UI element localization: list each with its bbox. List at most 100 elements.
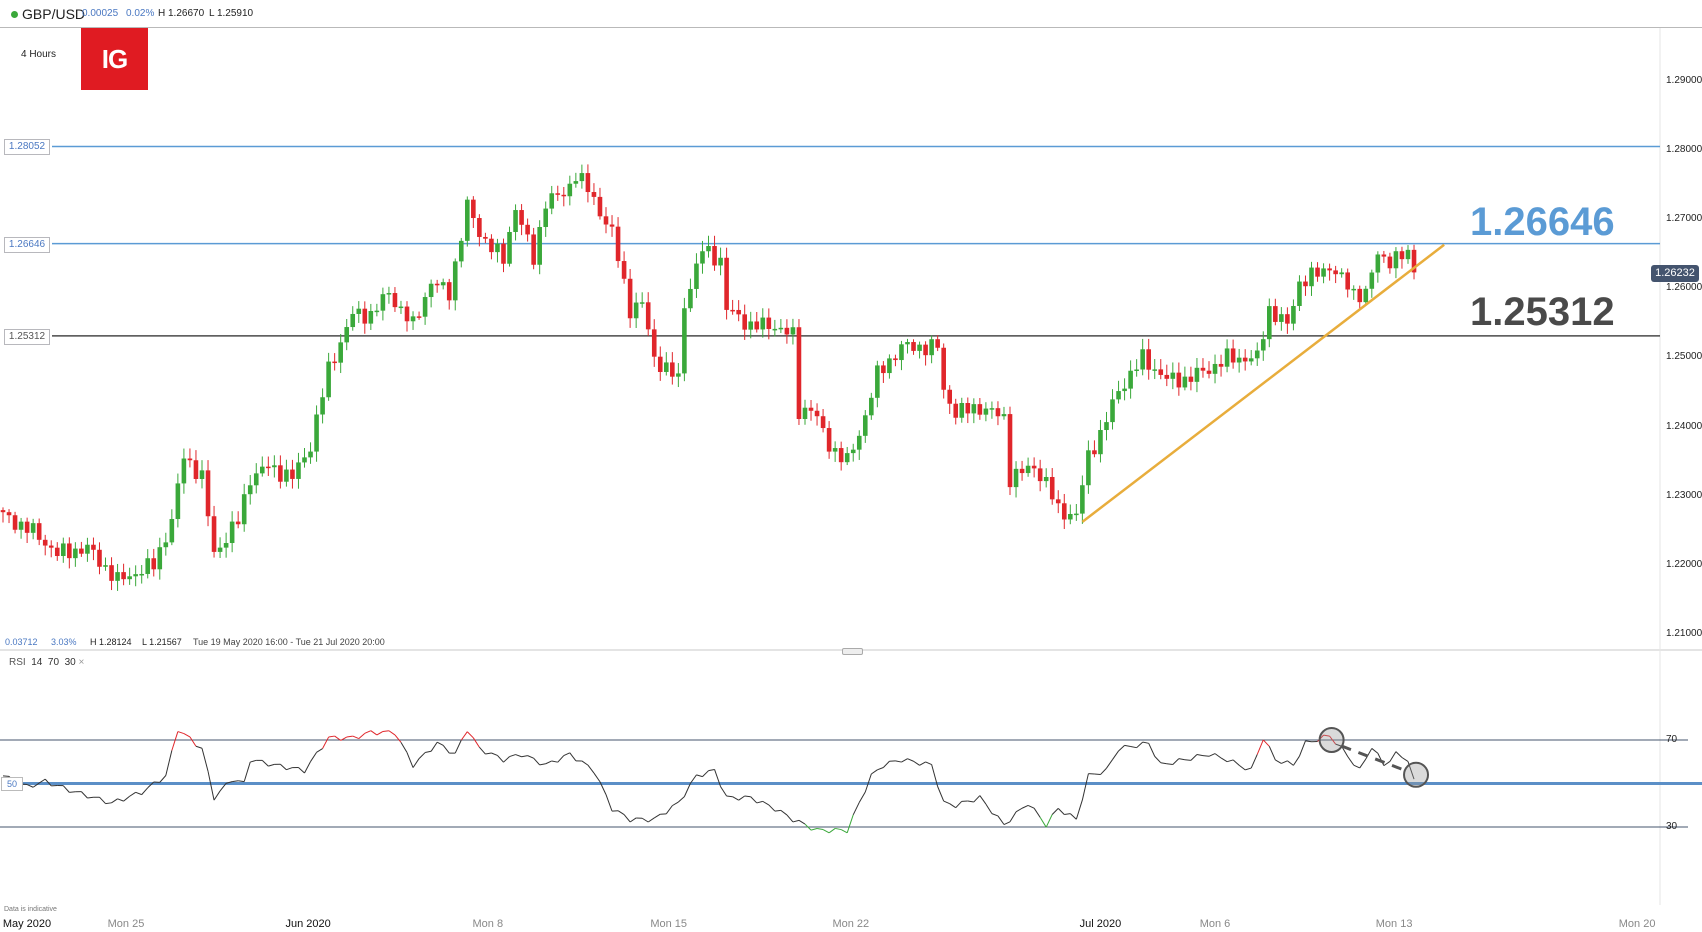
candle-down bbox=[935, 339, 940, 348]
candle-up bbox=[1363, 288, 1369, 303]
rsi-line-segment bbox=[394, 734, 402, 743]
candle-up bbox=[103, 565, 108, 567]
candle-up bbox=[1236, 357, 1242, 363]
rsi-line-segment bbox=[388, 730, 396, 736]
candle-down bbox=[477, 218, 482, 237]
rsi-line-segment bbox=[683, 783, 691, 797]
rsi-line-segment bbox=[563, 752, 571, 757]
candle-down bbox=[501, 243, 506, 264]
candle-down bbox=[585, 173, 591, 193]
symbol-name[interactable]: GBP/USD bbox=[22, 6, 86, 22]
rsi-line-segment bbox=[816, 827, 824, 831]
rsi-line-segment bbox=[1106, 759, 1113, 769]
candle-up bbox=[844, 453, 850, 463]
rsi-name: RSI bbox=[9, 657, 26, 668]
rsi-line-segment bbox=[527, 755, 534, 759]
candle-down bbox=[54, 547, 60, 557]
candle-down bbox=[1357, 288, 1363, 303]
rsi-line-segment bbox=[177, 731, 185, 735]
rsi-line-segment bbox=[1178, 758, 1185, 761]
rsi-line-segment bbox=[587, 764, 595, 774]
candle-up bbox=[676, 373, 681, 377]
candle-down bbox=[1146, 349, 1151, 370]
pane-resize-handle[interactable] bbox=[842, 648, 863, 655]
candle-up bbox=[223, 543, 229, 548]
rsi-line-segment bbox=[913, 760, 920, 766]
rsi-line-segment bbox=[382, 730, 389, 732]
rsi-line-segment bbox=[539, 763, 546, 766]
candle-down bbox=[79, 548, 84, 554]
rsi-line-segment bbox=[593, 772, 601, 783]
session-low: L 1.25910 bbox=[209, 8, 254, 19]
rsi-line-segment bbox=[123, 795, 130, 802]
price-change-pct: 0.02% bbox=[126, 8, 155, 19]
candle-down bbox=[603, 216, 609, 225]
candle-up bbox=[1086, 450, 1091, 486]
candle-up bbox=[850, 449, 856, 454]
rsi-line-segment bbox=[599, 781, 607, 795]
candle-up bbox=[700, 251, 705, 264]
candle-down bbox=[1285, 314, 1290, 324]
rsi-line-segment bbox=[430, 741, 438, 752]
candle-down bbox=[531, 234, 536, 265]
candle-down bbox=[1411, 249, 1417, 273]
rsi-line-segment bbox=[647, 817, 655, 823]
candle-down bbox=[483, 236, 488, 239]
rsi-line-segment bbox=[768, 804, 776, 812]
candle-up bbox=[579, 173, 585, 182]
rsi-line-segment bbox=[1293, 755, 1300, 766]
rsi-line-segment bbox=[298, 767, 305, 774]
rsi-line-segment bbox=[503, 756, 510, 763]
time-tick: Mon 6 bbox=[1199, 918, 1231, 930]
candle-down bbox=[947, 389, 953, 404]
candle-down bbox=[766, 317, 772, 329]
candle-up bbox=[832, 448, 838, 452]
rsi-line-segment bbox=[286, 767, 293, 771]
rsi-line-segment bbox=[232, 780, 239, 783]
rsi-line-segment bbox=[225, 781, 233, 784]
rsi-line-segment bbox=[412, 758, 420, 768]
rsi-line-segment bbox=[1069, 813, 1077, 820]
candle-down bbox=[1206, 370, 1212, 374]
rsi-line-segment bbox=[1347, 756, 1355, 766]
rsi-line-segment bbox=[1148, 743, 1156, 757]
rsi-line-segment bbox=[726, 795, 733, 798]
candle-down bbox=[995, 408, 1001, 417]
rsi-line-segment bbox=[1365, 748, 1373, 760]
candle-up bbox=[344, 327, 350, 343]
rsi-line-segment bbox=[316, 748, 323, 753]
candle-up bbox=[1375, 254, 1381, 273]
candle-up bbox=[181, 458, 187, 484]
rsi-line-segment bbox=[1377, 753, 1385, 766]
rsi-line-segment bbox=[1039, 817, 1047, 828]
rsi-line-segment bbox=[907, 758, 914, 762]
candle-up bbox=[905, 342, 910, 345]
candle-down bbox=[965, 403, 971, 414]
rsi-line-segment bbox=[762, 800, 770, 806]
candle-down bbox=[1188, 376, 1194, 382]
candle-up bbox=[229, 521, 235, 544]
candle-down bbox=[471, 199, 476, 219]
rsi-line-segment bbox=[1081, 773, 1089, 801]
candle-down bbox=[6, 512, 12, 516]
candle-up bbox=[694, 263, 699, 289]
rsi-line-segment bbox=[310, 752, 317, 762]
price-tick: 1.25000 bbox=[1666, 351, 1702, 363]
candle-down bbox=[1218, 363, 1224, 367]
rsi-line-segment bbox=[533, 757, 541, 766]
rsi-line-segment bbox=[129, 791, 136, 797]
rsi-line-segment bbox=[665, 805, 673, 815]
candle-up bbox=[398, 306, 404, 309]
rsi-line-segment bbox=[925, 761, 932, 765]
remove-indicator-close-icon[interactable]: × bbox=[78, 657, 85, 668]
rsi-line-segment bbox=[1136, 741, 1144, 749]
rsi-line-segment bbox=[207, 771, 215, 801]
rsi-line-segment bbox=[1268, 746, 1276, 761]
rsi-indicator-label[interactable]: RSI 14 70 30 × bbox=[9, 657, 84, 668]
rsi-line-segment bbox=[931, 764, 939, 787]
rsi-line-segment bbox=[1064, 813, 1071, 815]
candle-up bbox=[549, 193, 555, 209]
rsi-line-segment bbox=[478, 746, 486, 755]
rsi-line-segment bbox=[804, 823, 812, 831]
